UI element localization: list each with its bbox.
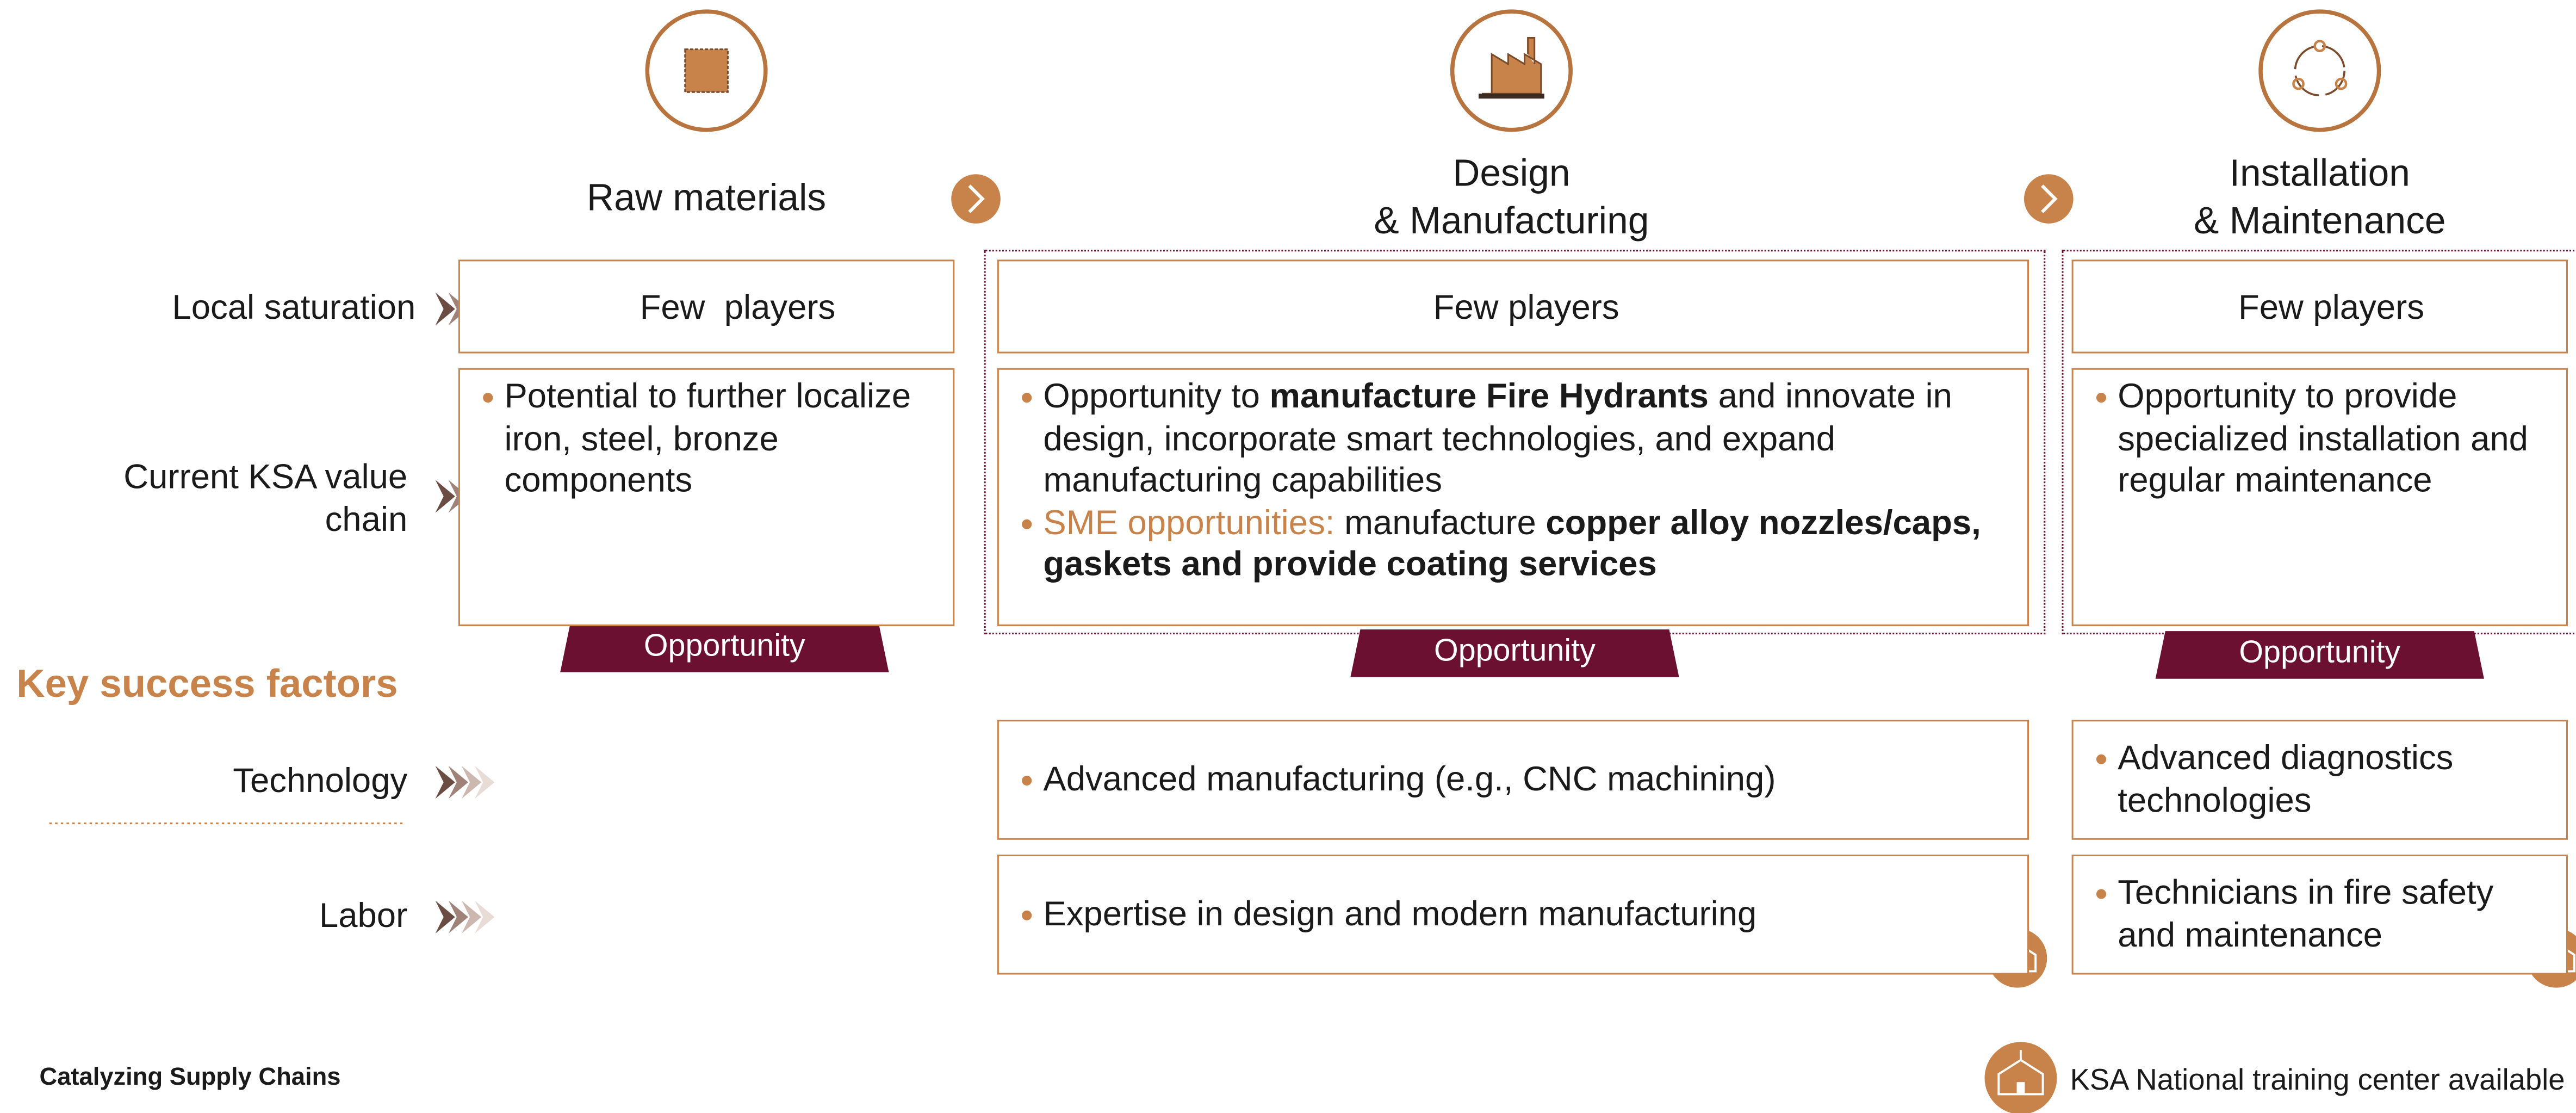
arrow-button	[951, 174, 1001, 224]
text-segment: manufacture Fire Hydrants	[1269, 378, 1709, 416]
icon-dot	[2292, 77, 2305, 90]
value-chain-box	[997, 368, 2029, 627]
title-line: Installation	[2229, 151, 2410, 194]
bullet: Technicians in fire safety and maintenan…	[2095, 873, 2552, 956]
text-segment: Expertise in design and modern manufactu…	[1043, 895, 1757, 933]
bullet-list: Opportunity to manufacture Fire Hydrants…	[1020, 376, 2013, 586]
text-segment: Technicians in fire safety and maintenan…	[2118, 874, 2494, 954]
saturation-text: Few players	[1433, 289, 1619, 327]
stage-title: Raw materials	[460, 174, 953, 222]
title-line: Design	[1453, 151, 1571, 194]
chevron-part	[461, 900, 482, 933]
bullet-list: Technicians in fire safety and maintenan…	[2095, 855, 2552, 975]
chevron-part	[435, 765, 455, 799]
icon-dot	[2335, 77, 2348, 90]
footer-source: Catalyzing Supply Chains	[39, 1063, 341, 1092]
opportunity-label: Opportunity	[1434, 634, 1596, 669]
row-label: Local saturation	[172, 289, 416, 327]
legend-text: KSA National training center available	[2070, 1063, 2565, 1097]
title-line: & Manufacturing	[1374, 199, 1649, 242]
bullet: SME opportunities: manufacture copper al…	[1020, 502, 2013, 586]
saturation-box	[997, 259, 2029, 354]
bullet: Opportunity to manufacture Fire Hydrants…	[1020, 376, 2013, 502]
bullet: Expertise in design and modern manufactu…	[1020, 894, 1756, 936]
saturation-text: Few players	[2238, 289, 2424, 327]
icon-base	[1478, 94, 1544, 99]
technology-box	[2071, 720, 2568, 840]
icon-shape	[684, 48, 729, 93]
chevron-part	[461, 765, 482, 799]
title-line: Raw materials	[586, 176, 827, 219]
bullet-list: Potential to further localize iron, stee…	[481, 376, 938, 502]
value-chain-box	[458, 368, 955, 627]
text-segment: Advanced manufacturing (e.g., CNC machin…	[1043, 760, 1776, 799]
group-frame	[2062, 250, 2576, 635]
icon-circle	[1984, 1042, 2057, 1113]
icon-dot	[2313, 40, 2326, 52]
chevron	[435, 900, 495, 933]
chevron-part	[448, 765, 469, 799]
chevron-part	[475, 900, 495, 933]
icon-shape	[1482, 36, 1542, 95]
bullet-list: Advanced manufacturing (e.g., CNC machin…	[1020, 720, 2013, 840]
chevron-part	[448, 900, 469, 933]
stage-title: Design & Manufacturing	[1265, 150, 1758, 245]
opportunity-tab	[1350, 629, 1679, 677]
value-chain-box	[2071, 368, 2568, 627]
bullet-list: Opportunity to provide specialized insta…	[2095, 376, 2552, 502]
row-label: Labor	[319, 897, 408, 936]
opportunity-label: Opportunity	[2239, 636, 2401, 671]
text-segment: manufacture	[1334, 503, 1546, 542]
row-label: Current KSA value chain	[123, 458, 408, 539]
stage-title: Installation & Maintenance	[2074, 150, 2566, 245]
bullet: Potential to further localize iron, stee…	[481, 376, 938, 502]
labor-box	[997, 854, 2029, 975]
chevron-part	[435, 292, 455, 326]
bullet-list: Advanced diagnostics technologies	[2095, 720, 2552, 840]
icon-door	[2016, 1082, 2025, 1095]
icon-building	[1997, 1059, 2044, 1096]
bullet: Advanced diagnostics technologies	[2095, 738, 2552, 821]
section-heading: Key success factors	[16, 662, 398, 707]
chevron-part	[475, 765, 495, 799]
arrow-button	[2023, 174, 2074, 224]
stage-icon	[2258, 9, 2381, 132]
labor-box	[2071, 854, 2568, 975]
training-center-icon	[1984, 1042, 2057, 1113]
text-segment: Opportunity to	[1043, 378, 1270, 416]
stage-icon	[645, 9, 768, 132]
stage-icon	[1450, 9, 1573, 132]
bullet: Opportunity to provide specialized insta…	[2095, 376, 2552, 502]
text-segment: and innovate in design, incorporate smar…	[1043, 378, 1952, 500]
text-segment: Advanced diagnostics technologies	[2118, 739, 2454, 820]
chevron-part	[435, 480, 455, 513]
text-segment: Opportunity to provide specialized insta…	[2118, 378, 2528, 500]
chevron-part	[435, 900, 455, 933]
opportunity-label: Opportunity	[643, 629, 805, 664]
chevron	[435, 765, 495, 799]
saturation-text: Few players	[640, 289, 836, 327]
opportunity-tab	[2155, 631, 2484, 679]
saturation-box	[458, 259, 955, 354]
bullet-list: Expertise in design and modern manufactu…	[1020, 855, 2013, 975]
group-frame	[984, 250, 2046, 635]
technology-box	[997, 720, 2029, 840]
text-segment: SME opportunities:	[1043, 503, 1335, 542]
icon-ring	[2258, 9, 2381, 132]
icon-shape	[2294, 45, 2345, 97]
text-segment: Potential to further localize iron, stee…	[504, 378, 911, 500]
row-label: Technology	[233, 762, 408, 801]
title-line: & Maintenance	[2194, 199, 2446, 242]
opportunity-tab	[560, 624, 889, 672]
text-segment: copper alloy nozzles/caps, gaskets and p…	[1043, 503, 1981, 584]
bullet: Advanced manufacturing (e.g., CNC machin…	[1020, 759, 1776, 801]
saturation-box	[2071, 259, 2568, 354]
